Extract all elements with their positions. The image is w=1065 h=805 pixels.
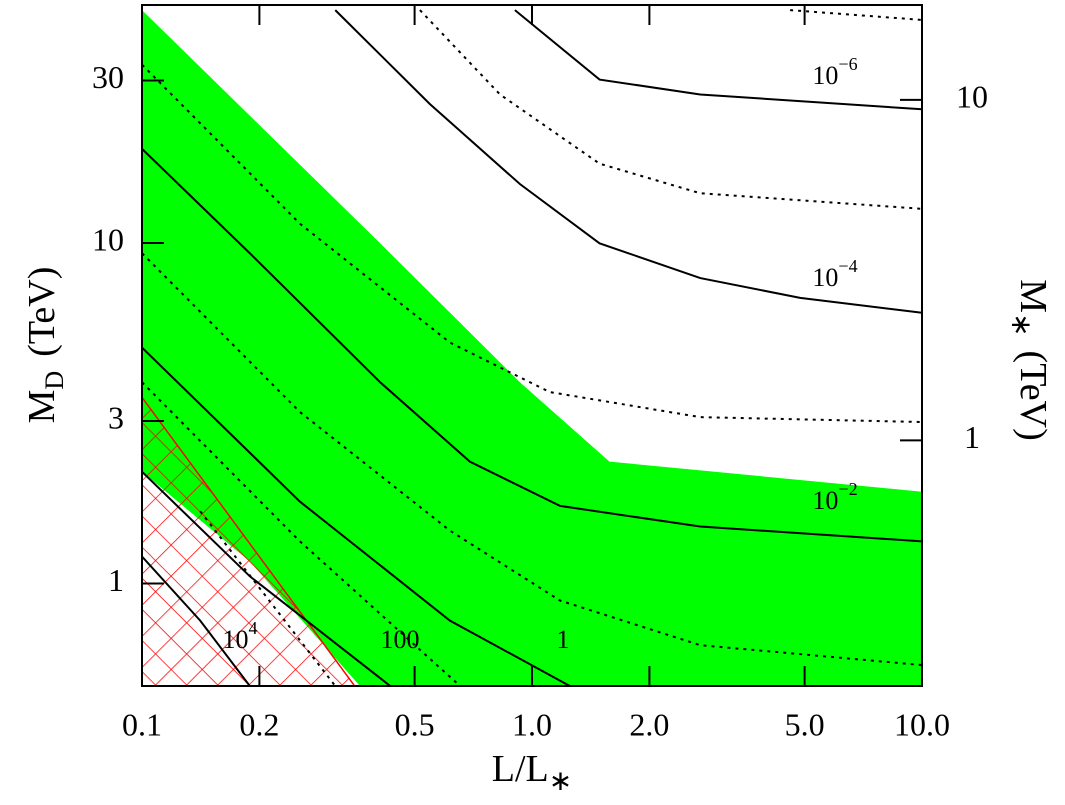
contour-label-base: 10 [812,486,838,515]
contour-label-exponent: −4 [838,256,857,276]
y-axis-label: MD(TeV) [21,267,69,424]
contour-label-base: 100 [381,625,420,654]
region [142,10,922,686]
contour-label: 10−4 [812,256,857,292]
contour-line [142,63,922,424]
y2-tick-label: 10 [956,78,988,114]
y2-tick-label: 1 [964,419,980,455]
contour-label: 10−2 [812,479,857,515]
contour-label-base: 1 [557,625,570,654]
contour-line [199,510,337,686]
contour-label-exponent: 4 [249,618,258,638]
contour-line [142,555,251,686]
y-tick-label: 3 [108,399,124,435]
y-tick-label: 30 [92,59,124,95]
plot-area [142,9,922,686]
contour-line [419,9,922,210]
contour-line [514,9,922,111]
contour-line [334,9,922,314]
y2-axis-label: M∗(TeV) [1005,279,1055,440]
x-tick-label: 1.0 [512,706,552,742]
x-tick-label: 5.0 [785,706,825,742]
contour-label-exponent: −6 [838,54,857,74]
contour-line [142,252,922,667]
x-tick-label: 2.0 [629,706,669,742]
x-tick-label: 0.2 [239,706,279,742]
contour-label: 10−6 [812,54,857,90]
x-tick-label: 0.5 [395,706,435,742]
contour-label: 104 [223,618,258,654]
contour-line [142,148,922,543]
x-tick-label: 10.0 [894,706,950,742]
contour-label-exponent: −2 [838,479,857,499]
y-tick-label: 1 [108,562,124,598]
y-tick-label: 10 [92,221,124,257]
contour-line [790,9,922,21]
x-tick-label: 0.1 [122,706,162,742]
contour-label: 100 [381,625,420,654]
x-axis-label: L/L∗ [492,748,572,798]
contour-label-base: 10 [223,625,249,654]
contour-line [142,346,571,686]
contour-line [142,381,461,686]
contour-label: 1 [557,625,570,654]
contour-label-base: 10 [812,263,838,292]
contour-label-base: 10 [812,61,838,90]
